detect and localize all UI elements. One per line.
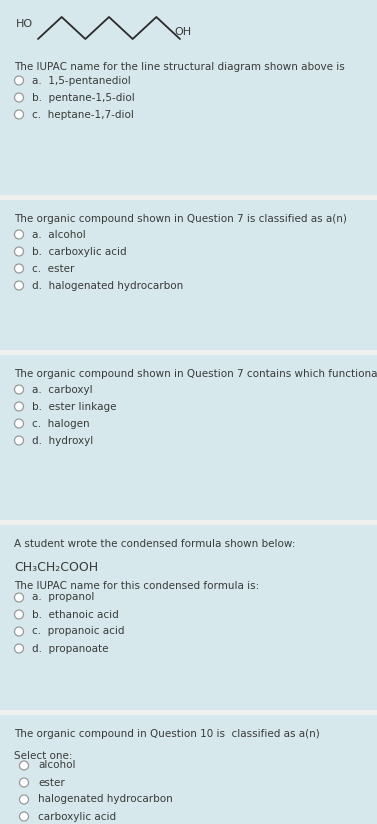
Bar: [0, 355, 377, 520]
Text: c.  ester: c. ester: [32, 264, 74, 274]
Circle shape: [14, 385, 23, 394]
Text: alcohol: alcohol: [38, 761, 75, 770]
Circle shape: [14, 110, 23, 119]
Circle shape: [14, 436, 23, 445]
Bar: [0, 195, 377, 200]
Text: a.  1,5-pentanediol: a. 1,5-pentanediol: [32, 76, 131, 86]
Text: d.  propanoate: d. propanoate: [32, 644, 109, 653]
Text: OH: OH: [174, 27, 191, 37]
Text: HO: HO: [16, 19, 33, 29]
Circle shape: [14, 593, 23, 602]
Text: c.  halogen: c. halogen: [32, 419, 90, 428]
Circle shape: [20, 812, 29, 821]
Circle shape: [14, 627, 23, 636]
Text: c.  heptane-1,7-diol: c. heptane-1,7-diol: [32, 110, 134, 119]
Bar: [0, 525, 377, 710]
Text: a.  propanol: a. propanol: [32, 592, 94, 602]
Circle shape: [14, 419, 23, 428]
Circle shape: [20, 795, 29, 804]
Text: ester: ester: [38, 778, 65, 788]
Text: a.  carboxyl: a. carboxyl: [32, 385, 93, 395]
Text: The organic compound shown in Question 7 is classified as a(n): The organic compound shown in Question 7…: [14, 214, 347, 224]
Circle shape: [20, 761, 29, 770]
Text: The organic compound in Question 10 is  classified as a(n): The organic compound in Question 10 is c…: [14, 729, 320, 739]
Text: The IUPAC name for the line structural diagram shown above is: The IUPAC name for the line structural d…: [14, 62, 345, 72]
Bar: [0, 520, 377, 525]
Text: The organic compound shown in Question 7 contains which functional group?: The organic compound shown in Question 7…: [14, 369, 377, 379]
Text: carboxylic acid: carboxylic acid: [38, 812, 116, 822]
Circle shape: [20, 778, 29, 787]
Circle shape: [14, 230, 23, 239]
Circle shape: [14, 264, 23, 273]
Text: halogenated hydrocarbon: halogenated hydrocarbon: [38, 794, 173, 804]
Text: Select one:: Select one:: [14, 751, 72, 761]
Circle shape: [14, 644, 23, 653]
Text: d.  hydroxyl: d. hydroxyl: [32, 436, 93, 446]
Text: b.  carboxylic acid: b. carboxylic acid: [32, 246, 127, 256]
Bar: [0, 200, 377, 350]
Text: b.  ester linkage: b. ester linkage: [32, 401, 116, 411]
Text: b.  pentane-1,5-diol: b. pentane-1,5-diol: [32, 92, 135, 102]
Circle shape: [14, 610, 23, 619]
Circle shape: [14, 93, 23, 102]
Text: c.  propanoic acid: c. propanoic acid: [32, 626, 124, 636]
Circle shape: [14, 76, 23, 85]
Bar: [0, 0, 377, 195]
Text: d.  halogenated hydrocarbon: d. halogenated hydrocarbon: [32, 280, 183, 291]
Bar: [0, 350, 377, 355]
Circle shape: [14, 402, 23, 411]
Text: CH₃CH₂COOH: CH₃CH₂COOH: [14, 561, 98, 574]
Bar: [0, 715, 377, 824]
Circle shape: [14, 281, 23, 290]
Text: b.  ethanoic acid: b. ethanoic acid: [32, 610, 119, 620]
Bar: [0, 710, 377, 715]
Text: a.  alcohol: a. alcohol: [32, 230, 86, 240]
Text: The IUPAC name for this condensed formula is:: The IUPAC name for this condensed formul…: [14, 581, 259, 591]
Circle shape: [14, 247, 23, 256]
Text: A student wrote the condensed formula shown below:: A student wrote the condensed formula sh…: [14, 539, 295, 549]
